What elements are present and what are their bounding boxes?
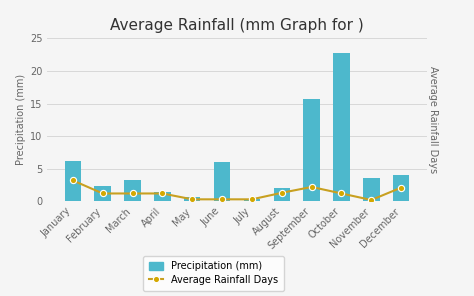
Bar — [273, 188, 290, 201]
Bar — [303, 99, 320, 201]
Y-axis label: Average Rainfall Days: Average Rainfall Days — [428, 66, 438, 173]
Bar — [214, 162, 230, 201]
Legend: Precipitation (mm), Average Rainfall Days: Precipitation (mm), Average Rainfall Day… — [143, 255, 284, 291]
Bar — [124, 181, 141, 201]
Bar — [64, 161, 81, 201]
Bar — [184, 197, 201, 201]
Y-axis label: Precipitation (mm): Precipitation (mm) — [16, 74, 26, 165]
Bar — [363, 178, 380, 201]
Bar — [94, 186, 111, 201]
Bar — [154, 192, 171, 201]
Bar — [244, 199, 260, 201]
Title: Average Rainfall (mm Graph for ): Average Rainfall (mm Graph for ) — [110, 18, 364, 33]
Bar — [333, 53, 350, 201]
Bar — [393, 175, 410, 201]
